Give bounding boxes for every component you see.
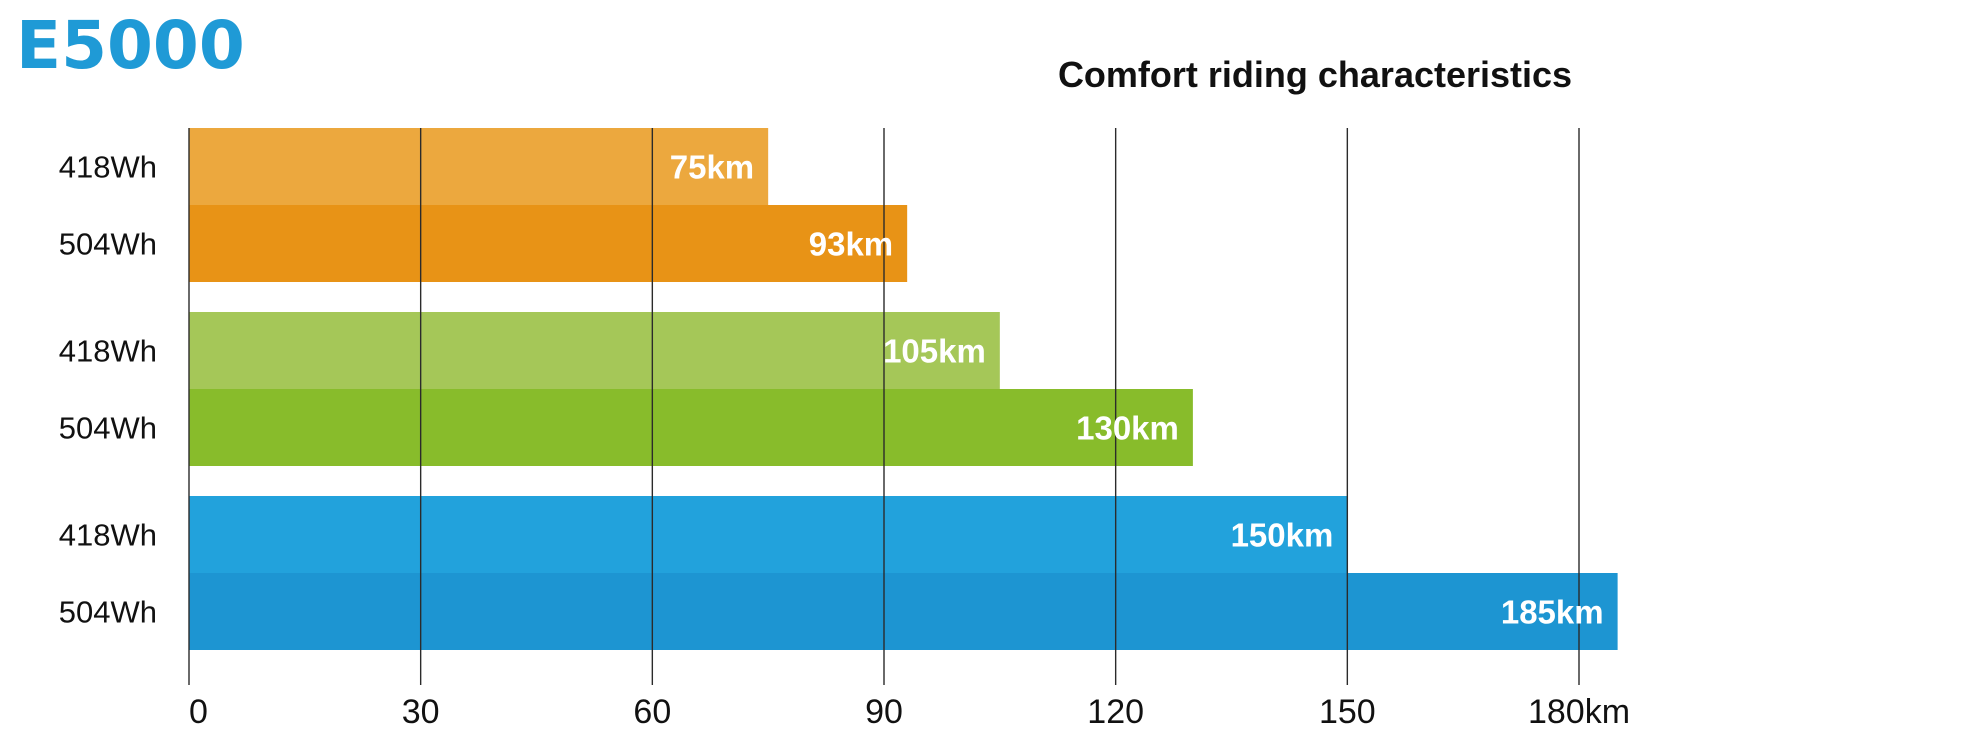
category-label: 418Wh: [59, 518, 157, 553]
grid-layer: [188, 128, 1580, 685]
value-label: 105km: [883, 333, 986, 370]
x-tick-label: 150: [1319, 693, 1376, 731]
category-label: 504Wh: [59, 227, 157, 262]
bar-130km: [189, 389, 1193, 466]
bars-layer: [189, 128, 1618, 650]
category-label: 504Wh: [59, 595, 157, 630]
bar-150km: [189, 496, 1348, 573]
category-label: 418Wh: [59, 334, 157, 369]
category-label: 418Wh: [59, 150, 157, 185]
x-tick-label: 90: [865, 693, 903, 731]
x-tick-label: 60: [633, 693, 671, 731]
value-label: 130km: [1076, 410, 1179, 447]
x-tick-label: 120: [1087, 693, 1144, 731]
value-labels: 75km 93km 105km 130km 150km 185km: [670, 149, 1604, 631]
bar-75km: [189, 128, 769, 205]
x-axis-ticks: 0 30 60 90 120 150 180km: [189, 693, 1630, 731]
x-tick-label: 180km: [1528, 693, 1630, 731]
value-label: 93km: [809, 226, 893, 263]
chart-title: Comfort riding characteristics: [1058, 54, 1572, 95]
category-labels: 418Wh 504Wh 418Wh 504Wh 418Wh 504Wh: [59, 150, 157, 630]
value-label: 150km: [1231, 517, 1334, 554]
bar-93km: [189, 205, 908, 282]
category-label: 504Wh: [59, 411, 157, 446]
bar-185km: [189, 573, 1618, 650]
x-tick-label: 30: [402, 693, 440, 731]
value-label: 185km: [1501, 594, 1604, 631]
x-tick-label: 0: [189, 693, 208, 731]
bar-105km: [189, 312, 1000, 389]
model-heading: E5000: [16, 7, 245, 84]
value-label: 75km: [670, 149, 754, 186]
